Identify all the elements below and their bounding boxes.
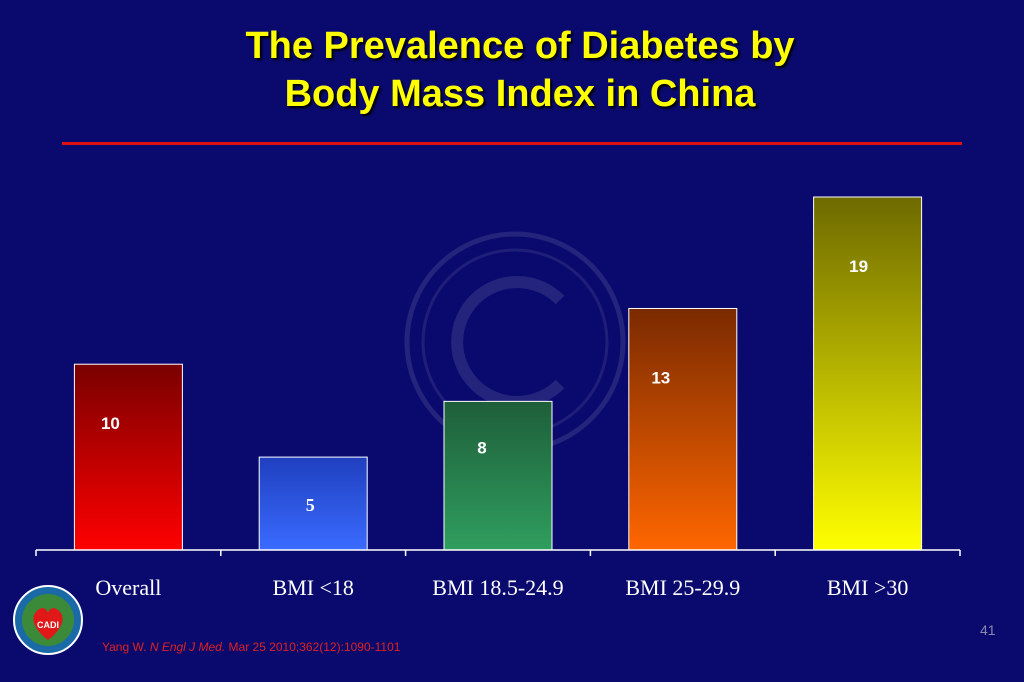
logo-text: CADI <box>37 620 59 630</box>
citation-details: Mar 25 2010;362(12):1090-1101 <box>228 640 401 654</box>
citation: Yang W. N Engl J Med. Mar 25 2010;362(12… <box>102 640 400 654</box>
bar-0 <box>73 363 183 551</box>
citation-journal: N Engl J Med. <box>149 640 226 654</box>
x-tick-label: Overall <box>95 575 161 600</box>
page-number: 41 <box>980 622 996 638</box>
citation-author: Yang W. <box>102 640 147 654</box>
title-line-1: The Prevalence of Diabetes by <box>245 25 795 67</box>
bar-value-label: 13 <box>651 368 670 387</box>
slide-title: The Prevalence of Diabetes by Body Mass … <box>0 22 1024 118</box>
bar-2 <box>443 400 553 551</box>
bar-1 <box>258 456 368 551</box>
bar-value-label: 10 <box>101 414 120 433</box>
cadi-logo: CADI <box>12 582 88 669</box>
bar-value-label: 5 <box>306 495 315 515</box>
title-underline <box>62 142 962 145</box>
x-tick-label: BMI 25-29.9 <box>625 575 740 600</box>
x-tick-label: BMI <18 <box>272 575 353 600</box>
x-tick-label: BMI >30 <box>827 575 908 600</box>
title-line-2: Body Mass Index in China <box>284 73 756 115</box>
bar-4 <box>813 196 923 551</box>
bar-value-label: 19 <box>849 257 868 276</box>
x-tick-label: BMI 18.5-24.9 <box>432 575 563 600</box>
bar-3 <box>628 307 738 551</box>
bar-value-label: 8 <box>477 438 486 457</box>
